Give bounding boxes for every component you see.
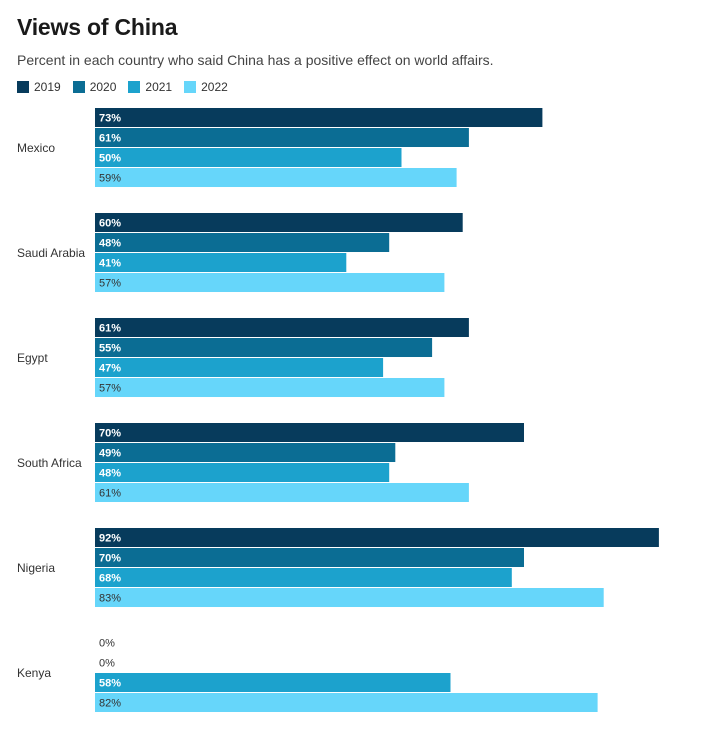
- bar-2021: [95, 463, 390, 482]
- bar-value-label: 55%: [99, 343, 121, 355]
- bar-2020: [95, 548, 524, 567]
- legend-label: 2022: [201, 80, 228, 94]
- bar-value-label: 68%: [99, 573, 121, 585]
- bar-value-label: 57%: [99, 383, 121, 395]
- bar-value-label: 41%: [99, 258, 121, 270]
- bar-2020: [95, 338, 433, 357]
- category-label: Nigeria: [17, 561, 55, 575]
- bar-2019: [95, 528, 659, 547]
- category-label: South Africa: [17, 456, 82, 470]
- legend-item-2022: 2022: [184, 80, 228, 94]
- bar-value-label: 49%: [99, 448, 121, 460]
- bar-value-label: 0%: [99, 638, 115, 650]
- bar-value-label: 60%: [99, 218, 121, 230]
- bar-2020: [95, 233, 390, 252]
- bar-value-label: 82%: [99, 698, 121, 710]
- chart-title: Views of China: [17, 14, 178, 40]
- category-label: Mexico: [17, 141, 55, 155]
- legend-swatch: [17, 81, 29, 93]
- bar-value-label: 73%: [99, 113, 121, 125]
- bar-2019: [95, 423, 524, 442]
- bar-2022: [95, 588, 604, 607]
- bar-2022: [95, 378, 445, 397]
- bar-2022: [95, 168, 457, 187]
- bar-2021: [95, 568, 512, 587]
- bar-2022: [95, 273, 445, 292]
- bar-2019: [95, 108, 543, 127]
- bar-value-label: 83%: [99, 593, 121, 605]
- bar-value-label: 70%: [99, 428, 121, 440]
- chart-subtitle: Percent in each country who said China h…: [17, 52, 494, 68]
- bar-value-label: 61%: [99, 323, 121, 335]
- bar-2021: [95, 148, 402, 167]
- category-label: Kenya: [17, 666, 51, 680]
- legend-item-2021: 2021: [128, 80, 172, 94]
- bar-2020: [95, 128, 469, 147]
- bar-value-label: 58%: [99, 678, 121, 690]
- bar-value-label: 48%: [99, 238, 121, 250]
- bar-2022: [95, 483, 469, 502]
- legend-item-2020: 2020: [72, 80, 117, 94]
- legend-swatch: [184, 81, 197, 93]
- bar-2021: [95, 358, 384, 377]
- chart-legend: 2019 2020 2021 2022: [17, 80, 228, 94]
- bar-2020: [95, 443, 396, 462]
- bar-value-label: 59%: [99, 173, 121, 185]
- legend-label: 2020: [89, 80, 117, 94]
- legend-swatch: [72, 81, 85, 93]
- bar-2022: [95, 693, 598, 712]
- legend-label: 2021: [145, 80, 173, 94]
- bar-value-label: 92%: [99, 533, 121, 545]
- bar-value-label: 0%: [99, 658, 115, 670]
- bar-value-label: 50%: [99, 153, 121, 165]
- bar-value-label: 61%: [99, 488, 121, 500]
- bar-2019: [95, 213, 463, 232]
- bar-value-label: 61%: [99, 133, 121, 145]
- category-label: Saudi Arabia: [17, 246, 85, 260]
- bar-value-label: 48%: [99, 468, 121, 480]
- legend-item-2019: 2019: [17, 80, 61, 94]
- bar-2021: [95, 253, 347, 272]
- bar-2021: [95, 673, 451, 692]
- legend-swatch: [128, 81, 141, 93]
- bar-value-label: 57%: [99, 278, 121, 290]
- legend-label: 2019: [34, 80, 61, 94]
- bar-2019: [95, 318, 469, 337]
- bar-value-label: 47%: [99, 363, 121, 375]
- bar-value-label: 70%: [99, 553, 121, 565]
- category-label: Egypt: [17, 351, 48, 365]
